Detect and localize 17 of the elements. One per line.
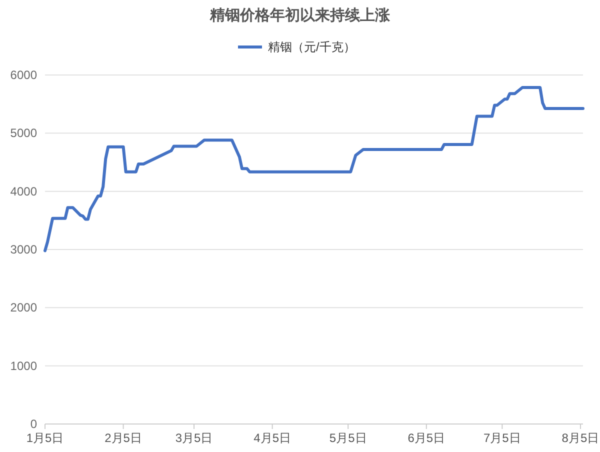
- x-tick-label: 8月5日: [562, 431, 600, 445]
- x-tick-label: 7月5日: [483, 431, 521, 445]
- y-tick-label: 0: [30, 417, 38, 431]
- x-tick-label: 2月5日: [104, 431, 142, 445]
- y-tick-label: 2000: [10, 300, 38, 315]
- y-tick-label: 6000: [10, 68, 38, 82]
- x-tick-label: 5月5日: [329, 431, 367, 445]
- x-tick-label: 6月5日: [408, 431, 446, 445]
- y-tick-label: 3000: [10, 242, 38, 256]
- legend-label: 精铟（元/千克）: [268, 40, 356, 54]
- x-tick-label: 3月5日: [175, 431, 213, 445]
- y-tick-label: 4000: [10, 184, 38, 198]
- y-tick-label: 5000: [10, 126, 38, 140]
- chart-title: 精铟价格年初以来持续上涨: [209, 6, 391, 24]
- x-tick-label: 4月5日: [254, 431, 292, 445]
- y-tick-label: 1000: [10, 358, 38, 373]
- x-tick-label: 1月5日: [26, 431, 64, 445]
